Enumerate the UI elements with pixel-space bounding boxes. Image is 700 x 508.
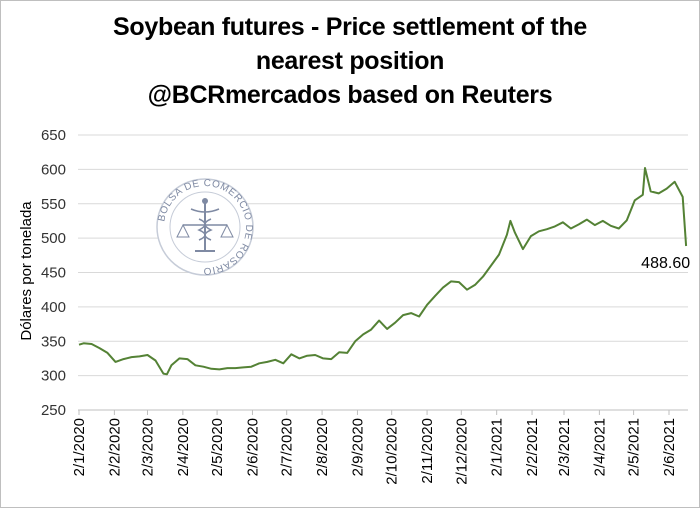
y-tick-labels: 250 300 350 400 450 500 550 600 650 xyxy=(41,127,66,419)
x-tick-15: 2/4/2021 xyxy=(591,418,608,476)
chart-title: Soybean futures - Price settlement of th… xyxy=(0,10,700,112)
bcr-seal-logo: BOLSA DE COMERCIO DE ROSARIO xyxy=(156,178,254,276)
y-tick-550: 550 xyxy=(41,196,66,213)
title-line-3: @BCRmercados based on Reuters xyxy=(147,81,553,109)
y-tick-500: 500 xyxy=(41,230,66,247)
y-tick-400: 400 xyxy=(41,299,66,316)
x-tick-11: 2/12/2020 xyxy=(453,418,470,485)
x-tick-1: 2/2/2020 xyxy=(106,418,123,476)
price-series xyxy=(78,167,688,376)
x-tick-9: 2/10/2020 xyxy=(384,418,401,485)
title-line-1: Soybean futures - Price settlement of th… xyxy=(113,13,587,41)
x-tick-4: 2/5/2020 xyxy=(209,418,226,476)
y-tick-350: 350 xyxy=(41,333,66,350)
x-tick-labels: 2/1/2020 2/2/2020 2/3/2020 2/4/2020 2/5/2020… xyxy=(71,410,678,485)
x-tick-12: 2/1/2021 xyxy=(489,418,506,476)
x-tick-16: 2/5/2021 xyxy=(626,418,643,476)
y-axis-label: Dólares por tonelada xyxy=(18,201,35,341)
annotations: 488.60 xyxy=(641,255,690,272)
x-tick-3: 2/4/2020 xyxy=(175,418,192,476)
x-tick-7: 2/8/2020 xyxy=(314,418,331,476)
x-tick-17: 2/6/2021 xyxy=(661,418,678,476)
x-tick-5: 2/6/2020 xyxy=(244,418,261,476)
x-tick-0: 2/1/2020 xyxy=(71,418,88,476)
x-tick-14: 2/3/2021 xyxy=(556,418,573,476)
x-tick-2: 2/3/2020 xyxy=(139,418,156,476)
x-tick-8: 2/9/2020 xyxy=(349,418,366,476)
y-tick-650: 650 xyxy=(41,127,66,144)
y-tick-250: 250 xyxy=(41,402,66,419)
x-tick-13: 2/2/2021 xyxy=(524,418,541,476)
y-tick-300: 300 xyxy=(41,368,66,385)
x-tick-6: 2/7/2020 xyxy=(279,418,296,476)
title-line-2: nearest position xyxy=(255,47,445,75)
y-tick-600: 600 xyxy=(41,161,66,178)
data-label-0: 488.60 xyxy=(641,255,690,272)
x-tick-10: 2/11/2020 xyxy=(419,418,436,484)
y-tick-450: 450 xyxy=(41,265,66,282)
